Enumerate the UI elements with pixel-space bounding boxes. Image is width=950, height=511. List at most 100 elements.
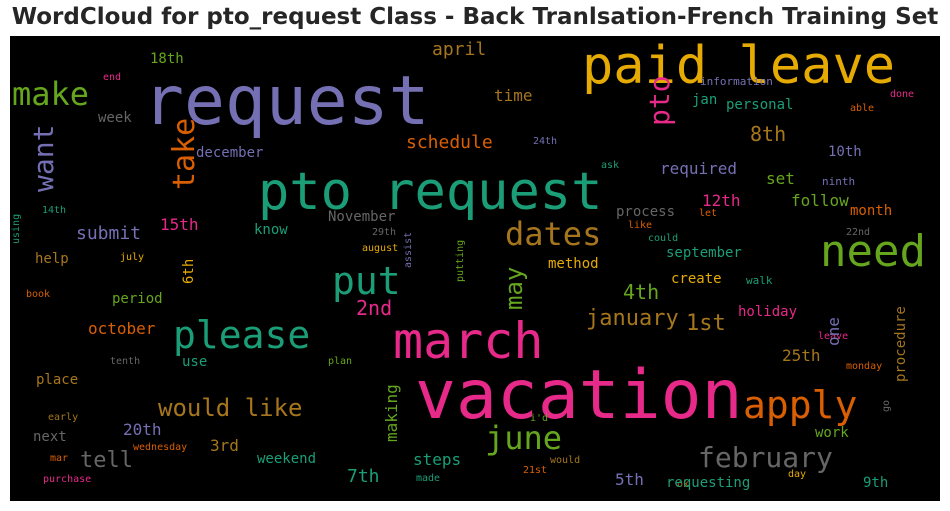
word-follow: follow xyxy=(791,191,849,210)
word-i-d: i'd xyxy=(530,413,549,424)
word-made: made xyxy=(416,473,441,484)
word-leave: leave xyxy=(818,331,849,342)
word-april: april xyxy=(432,39,487,60)
word-purchase: purchase xyxy=(43,474,92,485)
word-place: place xyxy=(36,372,79,388)
word-20th: 20th xyxy=(123,420,162,439)
word-requesting: requesting xyxy=(666,475,751,491)
word-able: able xyxy=(850,103,875,114)
word-plan: plan xyxy=(328,356,353,367)
chart-title: WordCloud for pto_request Class - Back T… xyxy=(11,4,939,30)
word-next: next xyxy=(33,429,67,445)
word-november: November xyxy=(328,209,396,225)
word-submit: submit xyxy=(76,223,142,244)
word-1st: 1st xyxy=(686,311,726,336)
word-dates: dates xyxy=(505,215,602,253)
word-october: october xyxy=(88,319,156,338)
word-2nd: 2nd xyxy=(356,296,393,320)
word-want: want xyxy=(27,124,60,192)
word-one: one xyxy=(824,317,843,346)
word-work: work xyxy=(815,425,849,441)
word-june: june xyxy=(485,419,563,457)
word-set: set xyxy=(766,169,795,188)
word-done: done xyxy=(890,89,915,100)
word-15th: 15th xyxy=(160,215,199,234)
word-schedule: schedule xyxy=(406,132,493,153)
word-personal: personal xyxy=(726,97,794,113)
word-29th: 29th xyxy=(372,227,397,238)
word-december: december xyxy=(196,145,264,161)
word-required: required xyxy=(660,159,738,178)
word-ok: ok xyxy=(677,479,690,490)
word-august: august xyxy=(362,243,399,254)
word-making: making xyxy=(382,384,401,442)
word-would-like: would like xyxy=(158,394,303,422)
word-january: january xyxy=(586,306,679,331)
word-5th: 5th xyxy=(615,470,644,489)
word-weekend: weekend xyxy=(257,451,317,467)
word-paid-leave: paid leave xyxy=(582,36,896,96)
word-monday: monday xyxy=(846,361,883,372)
word-july: july xyxy=(120,252,145,263)
word-go: go xyxy=(881,399,892,412)
word-wednesday: wednesday xyxy=(133,442,188,453)
word-4th: 4th xyxy=(623,280,660,304)
word-14th: 14th xyxy=(42,205,67,216)
word-method: method xyxy=(548,256,599,272)
word-period: period xyxy=(112,291,163,307)
word-holiday: holiday xyxy=(738,304,798,320)
word-time: time xyxy=(494,86,533,105)
word-24th: 24th xyxy=(533,136,558,147)
word-request: request xyxy=(143,62,430,141)
word-9th: 9th xyxy=(863,475,889,491)
word-know: know xyxy=(254,222,288,238)
word-help: help xyxy=(35,251,69,267)
word-please: please xyxy=(173,313,311,357)
word-september: september xyxy=(666,245,742,261)
word-12th: 12th xyxy=(702,191,741,210)
word-make: make xyxy=(12,75,90,113)
word-procedure: procedure xyxy=(893,306,909,382)
word-month: month xyxy=(850,203,893,219)
word-create: create xyxy=(671,271,722,287)
word-22nd: 22nd xyxy=(846,227,871,238)
word-day: day xyxy=(788,469,807,480)
word-putting: putting xyxy=(455,239,466,282)
word-may: may xyxy=(500,266,528,310)
word-steps: steps xyxy=(413,450,462,469)
word-could: could xyxy=(648,233,679,244)
word-would: would xyxy=(550,455,581,466)
word-assist: assist xyxy=(403,231,414,268)
wordcloud-canvas: request paid leave pto request vacation marc… xyxy=(10,36,940,501)
word-march: march xyxy=(393,312,544,370)
word-jan: jan xyxy=(692,92,718,108)
word-walk: walk xyxy=(746,274,773,287)
word-need: need xyxy=(820,226,926,277)
word-like: like xyxy=(628,220,653,231)
word-3rd: 3rd xyxy=(210,436,239,455)
word-february: february xyxy=(698,441,833,474)
word-vacation: vacation xyxy=(415,356,743,435)
word-10th: 10th xyxy=(828,144,862,160)
word-information: information xyxy=(700,75,773,88)
word-8th: 8th xyxy=(750,122,787,146)
word-use: use xyxy=(182,354,208,370)
word-book: book xyxy=(26,289,51,300)
word-take: take xyxy=(167,117,202,190)
word-apply: apply xyxy=(743,383,858,427)
word-mar: mar xyxy=(50,453,69,464)
word-put: put xyxy=(332,259,401,303)
word-end: end xyxy=(103,72,122,83)
word-tenth: tenth xyxy=(110,356,141,367)
word-ninth: ninth xyxy=(822,175,856,188)
word-early: early xyxy=(48,412,79,423)
word-using: using xyxy=(11,213,22,244)
word-6th: 6th xyxy=(181,258,197,284)
word-tell: tell xyxy=(80,448,133,473)
word-ask: ask xyxy=(601,160,620,171)
word-let: let xyxy=(699,208,718,219)
word-7th: 7th xyxy=(347,466,380,487)
word-18th: 18th xyxy=(150,51,184,67)
word-pto-request: pto request xyxy=(258,162,603,222)
word-pto: pto xyxy=(643,75,676,126)
